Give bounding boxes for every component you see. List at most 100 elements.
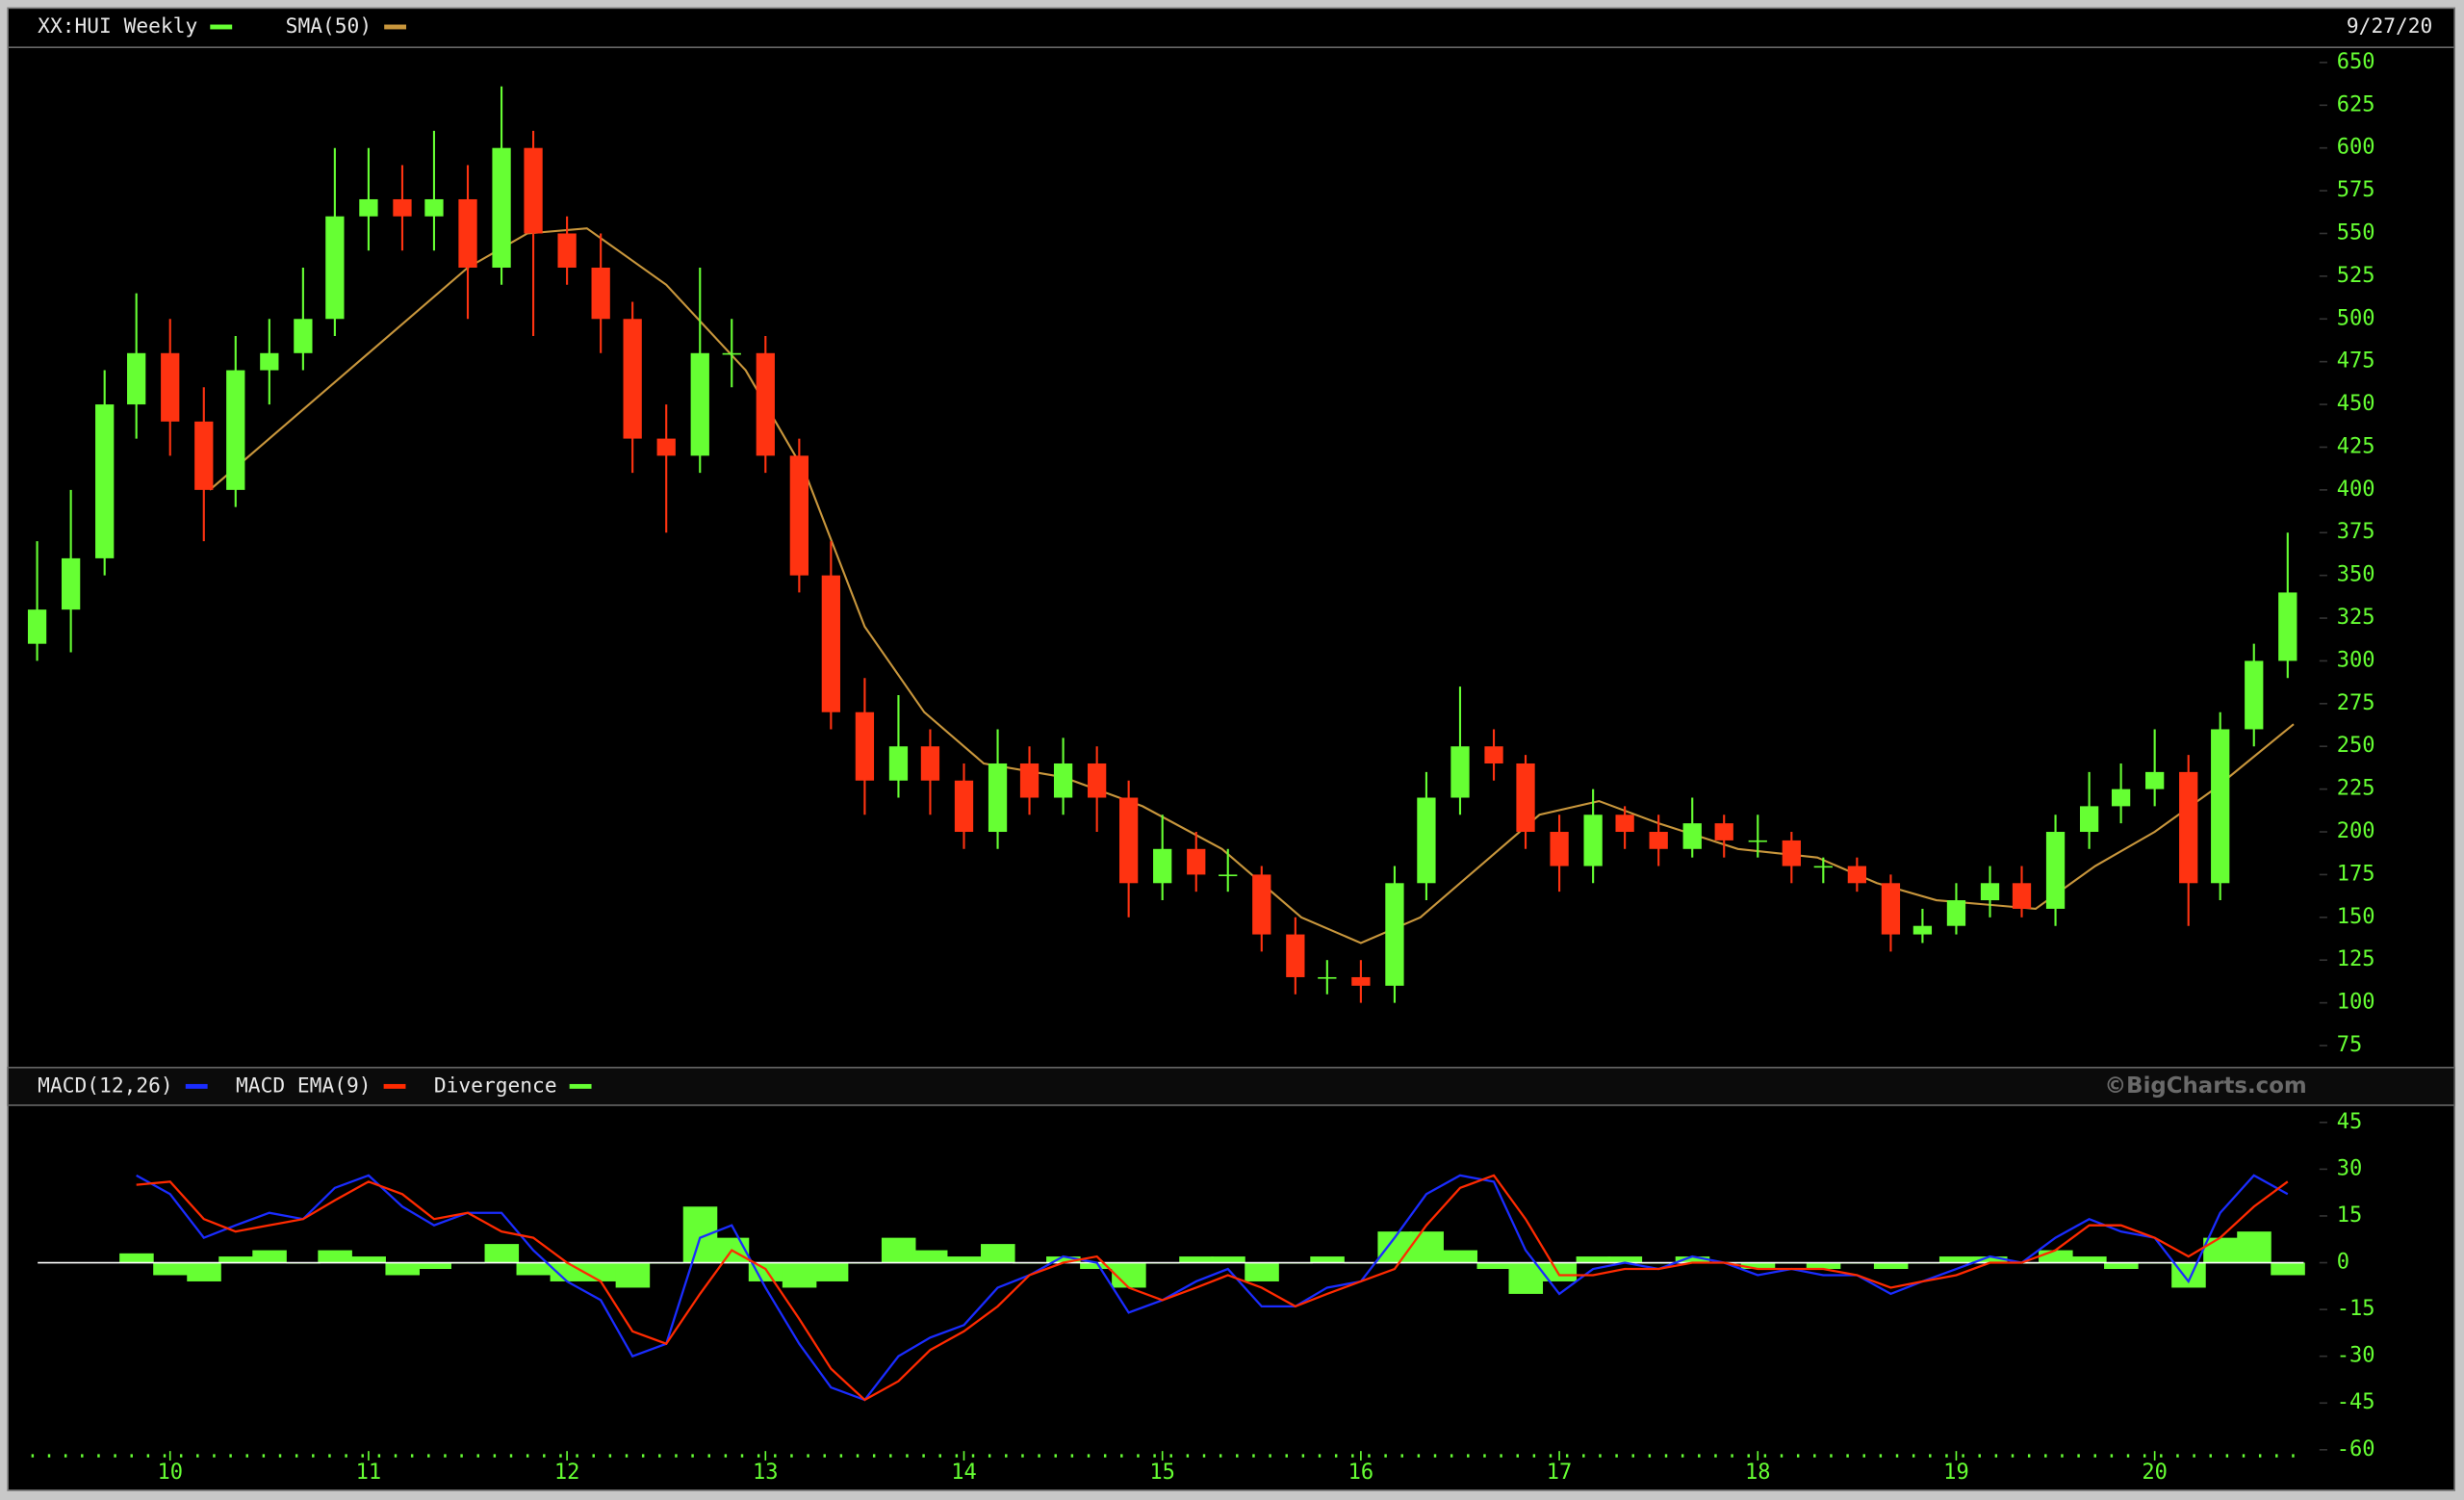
y-tick-label: 150: [2337, 905, 2375, 929]
x-tick-label: 14: [951, 1461, 977, 1485]
candle-body: [1484, 746, 1503, 763]
y-tick-label: 550: [2337, 220, 2375, 245]
y-tick-label: -15: [2337, 1297, 2375, 1321]
y-tick-label: 75: [2337, 1033, 2363, 1057]
divergence-bar: [1443, 1250, 1477, 1263]
candle-body: [1813, 866, 1833, 868]
candle-body: [1450, 746, 1470, 798]
watermark: ©BigCharts.com: [2104, 1073, 2306, 1099]
divergence-bar: [1080, 1262, 1115, 1270]
candle-body: [2079, 806, 2099, 833]
candle-body: [2111, 789, 2131, 807]
x-tick-label: 10: [157, 1461, 183, 1485]
divergence-bar: [187, 1262, 221, 1281]
y-tick-label: 400: [2337, 478, 2375, 502]
candle-body: [855, 711, 875, 781]
divergence-bar: [385, 1262, 420, 1276]
y-tick-label: 650: [2337, 50, 2375, 74]
divergence-bar: [252, 1250, 287, 1263]
divergence-bar: [351, 1256, 386, 1263]
y-tick-label: 15: [2337, 1203, 2363, 1228]
candle-body: [1252, 874, 1271, 935]
candle-body: [393, 198, 412, 217]
candle-body: [1649, 832, 1668, 849]
y-tick-label: 325: [2337, 606, 2375, 630]
candle-body: [789, 455, 808, 576]
x-tick-label: 16: [1348, 1461, 1374, 1485]
candle-body: [557, 233, 577, 268]
candle-body: [1782, 840, 1801, 866]
candle-body: [2012, 883, 2032, 909]
y-tick-label: -60: [2337, 1437, 2375, 1461]
x-tick-label: 17: [1547, 1461, 1573, 1485]
divergence-bar: [1675, 1256, 1710, 1263]
legend-label: SMA(50): [286, 14, 372, 39]
y-tick-label: 375: [2337, 520, 2375, 544]
candle-body: [1219, 874, 1238, 877]
x-tick-label: 19: [1943, 1461, 1969, 1485]
candle-body: [1748, 840, 1767, 842]
y-tick-label: -45: [2337, 1390, 2375, 1414]
divergence-bar: [1576, 1256, 1611, 1263]
divergence-bar: [516, 1262, 552, 1276]
divergence-bar: [1476, 1262, 1512, 1270]
divergence-bar: [218, 1256, 253, 1263]
divergence-bar: [682, 1206, 718, 1263]
y-tick-label: 175: [2337, 862, 2375, 886]
candle-body: [2211, 729, 2230, 884]
divergence-bar: [2104, 1262, 2139, 1270]
divergence-bar: [318, 1250, 352, 1263]
candle-body: [61, 557, 81, 610]
legend-label: Divergence: [434, 1073, 557, 1098]
divergence-bar: [946, 1256, 982, 1263]
candle-body: [524, 147, 543, 234]
y-tick-label: 275: [2337, 691, 2375, 715]
divergence-bar: [2203, 1237, 2238, 1263]
candle-body: [2245, 660, 2264, 730]
candle-body: [1550, 832, 1569, 866]
x-tick-label: 12: [554, 1461, 580, 1485]
divergence-bar: [782, 1262, 817, 1288]
x-tick-label: 18: [1745, 1461, 1771, 1485]
divergence-bar: [1938, 1256, 1974, 1263]
divergence-bar: [2271, 1262, 2305, 1276]
candle-body: [920, 746, 940, 781]
divergence-bar: [748, 1262, 783, 1281]
candle-body: [1912, 925, 1933, 935]
candle-body: [1351, 976, 1371, 986]
candle-body: [2045, 832, 2066, 909]
divergence-bar: [417, 1262, 451, 1270]
legend-swatch: [383, 1083, 406, 1089]
legend-label: MACD EMA(9): [236, 1073, 372, 1098]
legend-swatch: [185, 1083, 208, 1089]
x-tick-label: 11: [356, 1461, 382, 1485]
candle-body: [690, 352, 709, 456]
x-tick-label: 15: [1149, 1461, 1175, 1485]
candle-body: [294, 319, 313, 353]
legend-swatch: [384, 24, 407, 30]
y-tick-label: 425: [2337, 434, 2375, 458]
divergence-bar: [484, 1244, 520, 1263]
divergence-bar: [1806, 1262, 1841, 1270]
candle-body: [2278, 592, 2297, 661]
candle-body: [1153, 848, 1172, 884]
candle-body: [359, 198, 378, 217]
y-tick-label: 30: [2337, 1156, 2363, 1180]
candle-body: [2179, 771, 2198, 884]
candle-body: [1318, 976, 1337, 979]
divergence-bar: [583, 1262, 619, 1281]
candle-body: [1187, 848, 1206, 875]
candle-body: [1881, 883, 1901, 935]
candle-body: [1847, 866, 1867, 884]
candle-body: [1980, 883, 2000, 901]
legend-swatch: [210, 24, 233, 30]
y-tick-label: 100: [2337, 991, 2375, 1015]
candle-body: [756, 352, 775, 456]
divergence-bar: [1179, 1256, 1214, 1263]
candle-body: [1088, 763, 1107, 798]
y-tick-label: 525: [2337, 264, 2375, 288]
candle-body: [821, 575, 840, 712]
candle-body: [1385, 883, 1404, 986]
